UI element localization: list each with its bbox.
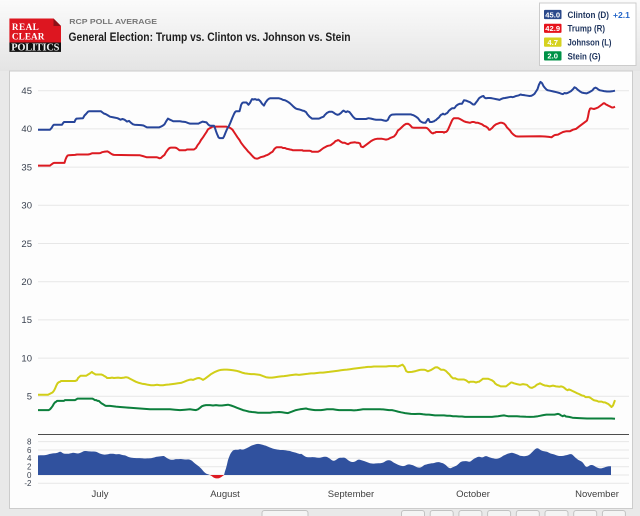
svg-text:Clinton (D): Clinton (D) xyxy=(568,9,610,20)
svg-text:2: 2 xyxy=(27,463,32,472)
svg-text:10: 10 xyxy=(21,353,32,364)
svg-text:August: August xyxy=(210,489,240,500)
svg-text:July: July xyxy=(92,489,109,500)
svg-text:Trump (R): Trump (R) xyxy=(568,23,606,34)
svg-text:20: 20 xyxy=(21,277,32,288)
svg-text:42.9: 42.9 xyxy=(545,24,560,33)
svg-text:15: 15 xyxy=(21,315,32,326)
svg-text:RCP POLL AVERAGE: RCP POLL AVERAGE xyxy=(69,19,157,26)
svg-text:30: 30 xyxy=(21,201,32,212)
svg-text:45.0: 45.0 xyxy=(545,10,560,19)
svg-text:Johnson (L): Johnson (L) xyxy=(568,37,612,48)
svg-text:25: 25 xyxy=(21,239,32,250)
svg-text:4.7: 4.7 xyxy=(547,38,558,47)
svg-text:General Election: Trump vs. Cl: General Election: Trump vs. Clinton vs. … xyxy=(69,30,351,44)
svg-text:POLITICS: POLITICS xyxy=(11,43,59,54)
svg-text:Stein (G): Stein (G) xyxy=(568,50,601,61)
svg-text:CLEAR: CLEAR xyxy=(12,32,45,42)
svg-text:2.0: 2.0 xyxy=(547,52,558,61)
svg-text:45: 45 xyxy=(21,86,32,97)
svg-text:8: 8 xyxy=(27,437,32,446)
svg-text:REAL: REAL xyxy=(12,22,39,32)
svg-text:35: 35 xyxy=(21,162,32,173)
svg-text:5: 5 xyxy=(27,392,32,403)
svg-text:40: 40 xyxy=(21,124,32,135)
svg-text:4: 4 xyxy=(27,454,32,463)
svg-text:-2: -2 xyxy=(24,479,32,488)
svg-text:October: October xyxy=(456,489,490,500)
svg-text:0: 0 xyxy=(27,471,32,480)
svg-text:September: September xyxy=(328,489,374,500)
svg-text:November: November xyxy=(575,489,619,500)
svg-text:+2.1: +2.1 xyxy=(613,10,630,20)
svg-text:6: 6 xyxy=(27,446,32,455)
